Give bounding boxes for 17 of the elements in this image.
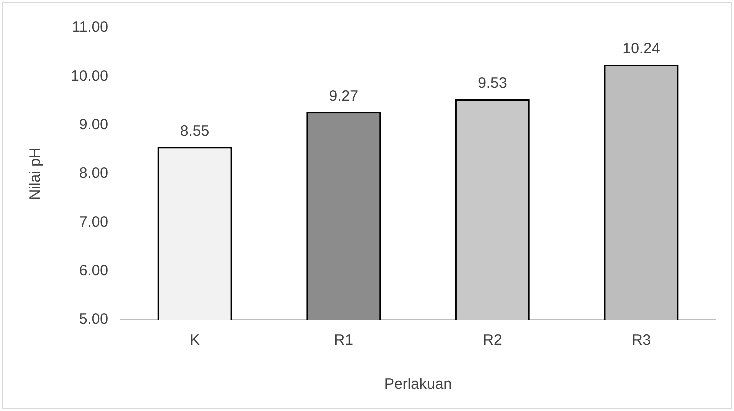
y-tick-label: 6.00 — [79, 262, 109, 280]
x-tick-label: R3 — [632, 332, 652, 350]
y-tick-label: 11.00 — [72, 19, 109, 36]
y-tick-label: 7.00 — [79, 214, 109, 231]
y-tick-label: 9.00 — [79, 116, 109, 134]
y-tick-label: 5.00 — [79, 311, 109, 328]
y-tick-label: 8.00 — [79, 165, 109, 182]
x-tick-label: R2 — [483, 332, 502, 350]
data-label: 8.55 — [180, 122, 210, 140]
x-axis-title: Perlakuan — [384, 376, 452, 394]
x-tick-label: R1 — [334, 332, 354, 350]
data-label: 9.27 — [329, 88, 358, 105]
y-tick-label: 10.00 — [70, 68, 109, 85]
x-tick-label: K — [190, 332, 200, 350]
y-axis-title: Nilai pH — [27, 148, 44, 200]
data-label: 10.24 — [622, 40, 660, 58]
data-label: 9.53 — [478, 75, 508, 92]
